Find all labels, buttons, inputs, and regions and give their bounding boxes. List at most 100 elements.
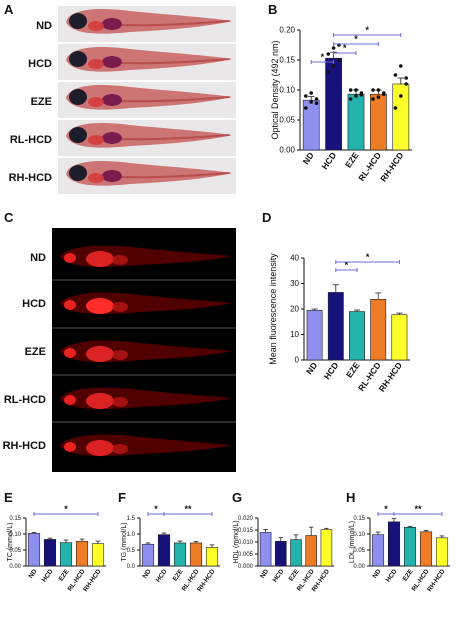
gut-signal — [112, 255, 128, 265]
larva-photo — [58, 82, 236, 118]
gut-signal — [112, 350, 128, 360]
y-tick-label: 0.15 — [353, 516, 365, 522]
data-point — [354, 94, 358, 98]
significance-label: ** — [414, 504, 422, 514]
data-point — [404, 76, 408, 80]
y-tick-label: 0.00 — [279, 146, 295, 155]
data-point — [381, 92, 386, 96]
category-label: HCD — [272, 568, 286, 584]
larva-photo — [58, 6, 236, 42]
bar — [306, 309, 323, 361]
panel-a-row-label: ND — [36, 20, 52, 32]
bar — [327, 292, 344, 361]
category-label: HCD — [319, 150, 338, 171]
gut-signal — [112, 444, 128, 454]
y-tick-label: 0.020 — [238, 516, 254, 522]
chart-d: 0 10 20 30 40 Mean fluorescence intensity ND HC… — [268, 252, 410, 394]
y-tick-label: 0.20 — [279, 26, 295, 35]
category-label: ND — [142, 568, 153, 580]
bar — [419, 531, 433, 567]
panel-d-label: D — [262, 210, 272, 225]
panel-c-row-label: RH-HCD — [2, 440, 46, 452]
category-label: HCD — [322, 360, 341, 381]
panel-b-label: B — [268, 2, 278, 17]
bar — [75, 541, 89, 567]
larva-photo — [58, 158, 236, 194]
larva-photo — [58, 44, 236, 80]
bar — [59, 542, 73, 567]
y-tick-label: 0.05 — [353, 548, 365, 554]
data-point — [348, 88, 353, 92]
category-label: EZE — [344, 360, 362, 380]
bar — [173, 542, 187, 567]
significance-label: * — [365, 25, 369, 35]
bar — [91, 543, 105, 567]
data-point — [376, 88, 381, 92]
y-axis-label: HDL (mmol/L) — [233, 520, 240, 563]
significance-label: * — [384, 504, 388, 514]
category-label: HCD — [41, 568, 55, 584]
larva-yolk — [102, 170, 122, 182]
data-point — [399, 94, 403, 98]
bar — [259, 532, 272, 567]
larva-heart — [88, 97, 104, 107]
larva-yolk — [102, 94, 122, 106]
head-signal — [64, 395, 76, 405]
panel-e-label: E — [4, 490, 13, 505]
head-signal — [64, 300, 76, 310]
data-point — [337, 58, 341, 62]
bar — [392, 83, 410, 151]
head-signal — [64, 348, 76, 358]
y-tick-label: 0 — [295, 356, 300, 365]
panel-h-label: H — [346, 490, 356, 505]
y-axis-label: TC (mmol/L) — [7, 523, 14, 562]
significance-label: * — [321, 52, 325, 62]
y-tick-label: 20 — [290, 305, 299, 314]
data-point — [399, 64, 403, 68]
data-point — [314, 101, 319, 105]
panel-a-row-label: EZE — [30, 96, 52, 108]
bar — [27, 533, 41, 567]
category-label: ND — [372, 568, 383, 580]
bar — [305, 535, 317, 567]
bar — [189, 542, 203, 567]
larva-eye — [69, 13, 87, 29]
category-label: EZE — [343, 150, 361, 170]
y-tick-label: 30 — [290, 279, 299, 288]
larva-spine — [119, 58, 231, 65]
bar — [290, 539, 302, 567]
larva-eye — [69, 165, 87, 181]
bar — [349, 311, 365, 361]
data-point — [326, 70, 331, 74]
y-tick-label: 0.15 — [279, 56, 295, 65]
y-tick-label: 0.5 — [127, 548, 136, 554]
fluorescent-larva — [60, 245, 232, 268]
data-point — [371, 97, 375, 101]
data-point — [331, 46, 336, 50]
data-point — [326, 52, 331, 56]
larva-heart — [88, 173, 104, 183]
data-point — [304, 106, 308, 110]
larva-photo — [58, 120, 236, 156]
larva-heart — [88, 135, 104, 145]
category-label: EZE — [402, 568, 415, 583]
panel-a-label: A — [4, 2, 14, 17]
y-tick-label: 1.0 — [127, 532, 136, 538]
panel-c-row-label: RL-HCD — [3, 394, 46, 406]
panel-a-row-label: RL-HCD — [9, 134, 52, 146]
data-point — [393, 106, 398, 110]
data-point — [348, 97, 353, 101]
bar — [370, 299, 387, 361]
larva-eye — [69, 89, 87, 105]
y-tick-label: 0.015 — [238, 528, 254, 534]
data-point — [371, 88, 375, 92]
y-tick-label: 1.5 — [127, 516, 136, 522]
significance-label: * — [64, 504, 68, 514]
category-label: ND — [301, 150, 316, 166]
bar — [435, 537, 449, 567]
panel-c-label: C — [4, 210, 14, 225]
